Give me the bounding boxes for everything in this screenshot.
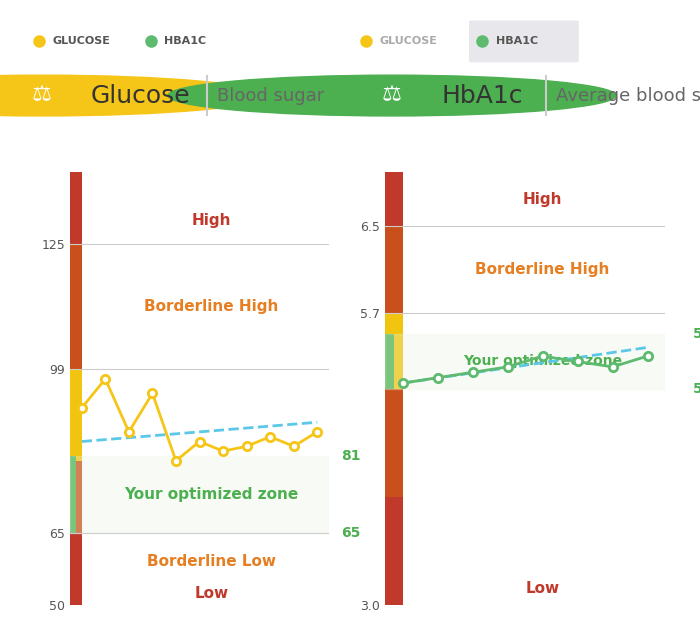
Bar xyxy=(70,369,82,461)
Bar xyxy=(70,456,329,533)
Text: Glucose: Glucose xyxy=(91,83,190,108)
Text: Blood sugar: Blood sugar xyxy=(217,87,324,104)
Text: GLUCOSE: GLUCOSE xyxy=(52,36,110,47)
Bar xyxy=(385,334,665,389)
Bar xyxy=(70,172,82,244)
Text: Borderline High: Borderline High xyxy=(475,262,610,277)
Text: Borderline Low: Borderline Low xyxy=(147,554,276,569)
Text: 81: 81 xyxy=(341,449,360,463)
Text: ⚖: ⚖ xyxy=(382,85,402,106)
Text: Low: Low xyxy=(526,582,559,596)
Text: ⚖: ⚖ xyxy=(32,85,52,106)
Bar xyxy=(385,497,402,605)
Text: Your optimized zone: Your optimized zone xyxy=(124,487,298,502)
Text: Low: Low xyxy=(194,585,228,601)
Bar xyxy=(385,226,402,313)
Circle shape xyxy=(168,75,616,116)
Bar xyxy=(70,244,82,369)
Circle shape xyxy=(0,75,266,116)
FancyBboxPatch shape xyxy=(469,20,579,62)
Text: 65: 65 xyxy=(341,526,360,540)
Text: HBA1C: HBA1C xyxy=(164,36,206,47)
Text: Borderline High: Borderline High xyxy=(144,299,279,314)
Text: Average blood sugar: Average blood sugar xyxy=(556,87,700,104)
Bar xyxy=(385,389,402,497)
Bar xyxy=(70,533,82,605)
Text: HbA1c: HbA1c xyxy=(441,83,522,108)
Text: Your optimized zone: Your optimized zone xyxy=(463,355,622,368)
Bar xyxy=(70,456,76,533)
Text: HBA1C: HBA1C xyxy=(496,36,538,47)
Bar xyxy=(385,172,402,226)
Text: High: High xyxy=(523,192,562,206)
Bar xyxy=(70,461,82,533)
Text: High: High xyxy=(192,213,231,227)
Bar xyxy=(385,313,402,389)
Text: GLUCOSE: GLUCOSE xyxy=(379,36,438,47)
Text: 5.0: 5.0 xyxy=(693,382,700,396)
Text: 5.5: 5.5 xyxy=(693,327,700,341)
Bar xyxy=(385,334,394,389)
